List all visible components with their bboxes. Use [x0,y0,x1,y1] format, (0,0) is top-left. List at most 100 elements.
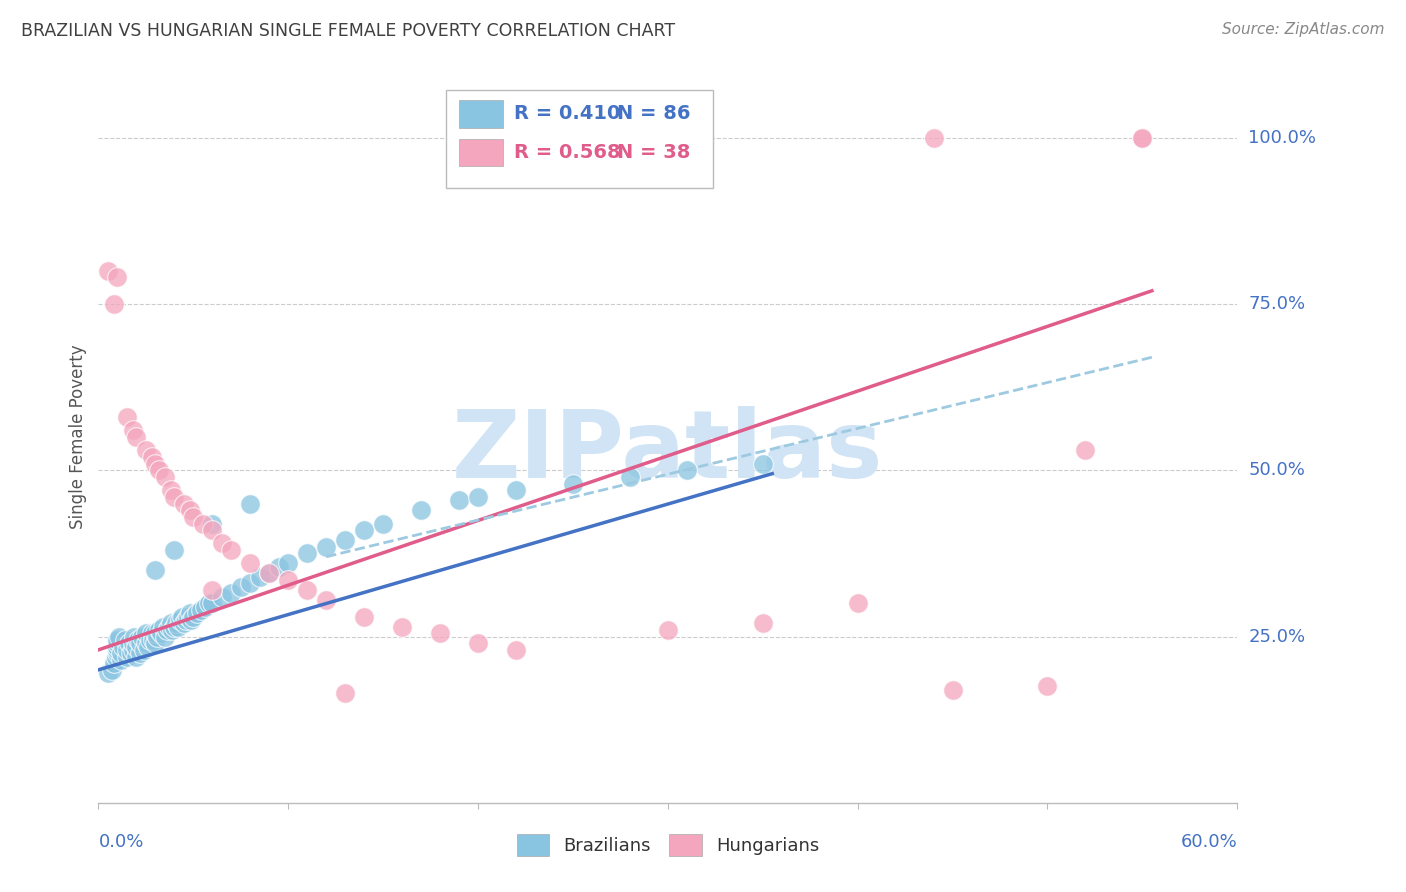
Point [135,626,157,640]
Point [107,643,129,657]
Point [315,540,337,554]
Text: 25.0%: 25.0% [1249,628,1306,646]
Point [942,682,965,697]
Point [165,616,187,631]
Point [186,607,208,621]
Point [110,653,132,667]
Point [131,630,153,644]
Point [239,576,262,591]
Point [121,643,143,657]
Point [335,533,357,548]
Point [201,523,224,537]
Point [180,613,202,627]
Point [846,596,869,610]
Point [619,470,641,484]
Point [229,580,252,594]
Point [125,430,148,444]
Text: 50.0%: 50.0% [1249,461,1305,479]
Point [922,131,945,145]
Point [107,270,129,285]
Point [169,613,191,627]
Point [676,463,699,477]
Point [142,632,165,647]
Text: 100.0%: 100.0% [1249,128,1316,147]
Point [179,503,201,517]
Point [371,516,394,531]
Point [1132,131,1154,145]
Point [467,490,489,504]
Point [148,463,170,477]
Point [108,630,131,644]
FancyBboxPatch shape [446,90,713,188]
Point [267,559,290,574]
Point [211,590,233,604]
Point [429,626,451,640]
Point [129,636,152,650]
Text: N = 86: N = 86 [617,104,690,123]
Point [167,619,190,633]
Point [103,297,125,311]
Point [174,613,197,627]
Point [138,632,160,647]
Point [135,636,157,650]
Point [162,623,184,637]
Point [221,586,243,600]
Text: 60.0%: 60.0% [1181,833,1237,851]
Point [103,656,125,670]
Point [152,619,174,633]
Point [752,616,775,631]
Point [183,609,205,624]
Point [114,632,136,647]
Point [277,573,299,587]
Point [197,596,219,610]
Point [153,630,176,644]
Point [115,410,138,425]
Point [467,636,489,650]
Point [145,636,167,650]
Point [135,443,157,458]
Point [411,503,433,517]
Point [156,623,179,637]
Text: 0.0%: 0.0% [98,833,143,851]
Legend: Brazilians, Hungarians: Brazilians, Hungarians [509,827,827,863]
Point [153,470,176,484]
Text: BRAZILIAN VS HUNGARIAN SINGLE FEMALE POVERTY CORRELATION CHART: BRAZILIAN VS HUNGARIAN SINGLE FEMALE POV… [21,22,675,40]
Point [124,630,146,644]
Point [115,643,138,657]
Point [173,616,195,631]
Point [127,632,149,647]
Point [118,636,141,650]
Point [148,623,170,637]
Point [163,490,186,504]
Point [110,646,132,660]
Point [150,626,173,640]
Y-axis label: Single Female Poverty: Single Female Poverty [69,345,87,529]
Point [145,457,167,471]
Point [132,643,155,657]
Point [221,543,243,558]
Point [194,599,217,614]
Point [752,457,775,471]
Point [391,619,413,633]
Point [120,646,142,660]
Point [125,640,148,654]
Point [145,563,167,577]
Point [115,649,138,664]
Point [157,619,180,633]
Point [112,640,135,654]
Point [449,493,471,508]
Point [315,593,337,607]
Point [121,424,143,438]
Point [97,264,120,278]
Point [136,640,159,654]
Point [141,450,163,464]
Point [146,630,169,644]
Point [159,616,181,631]
Point [163,619,186,633]
Point [121,636,143,650]
Point [183,509,205,524]
Point [141,626,163,640]
Point [201,582,224,597]
Text: N = 38: N = 38 [617,143,690,162]
Point [211,536,233,550]
